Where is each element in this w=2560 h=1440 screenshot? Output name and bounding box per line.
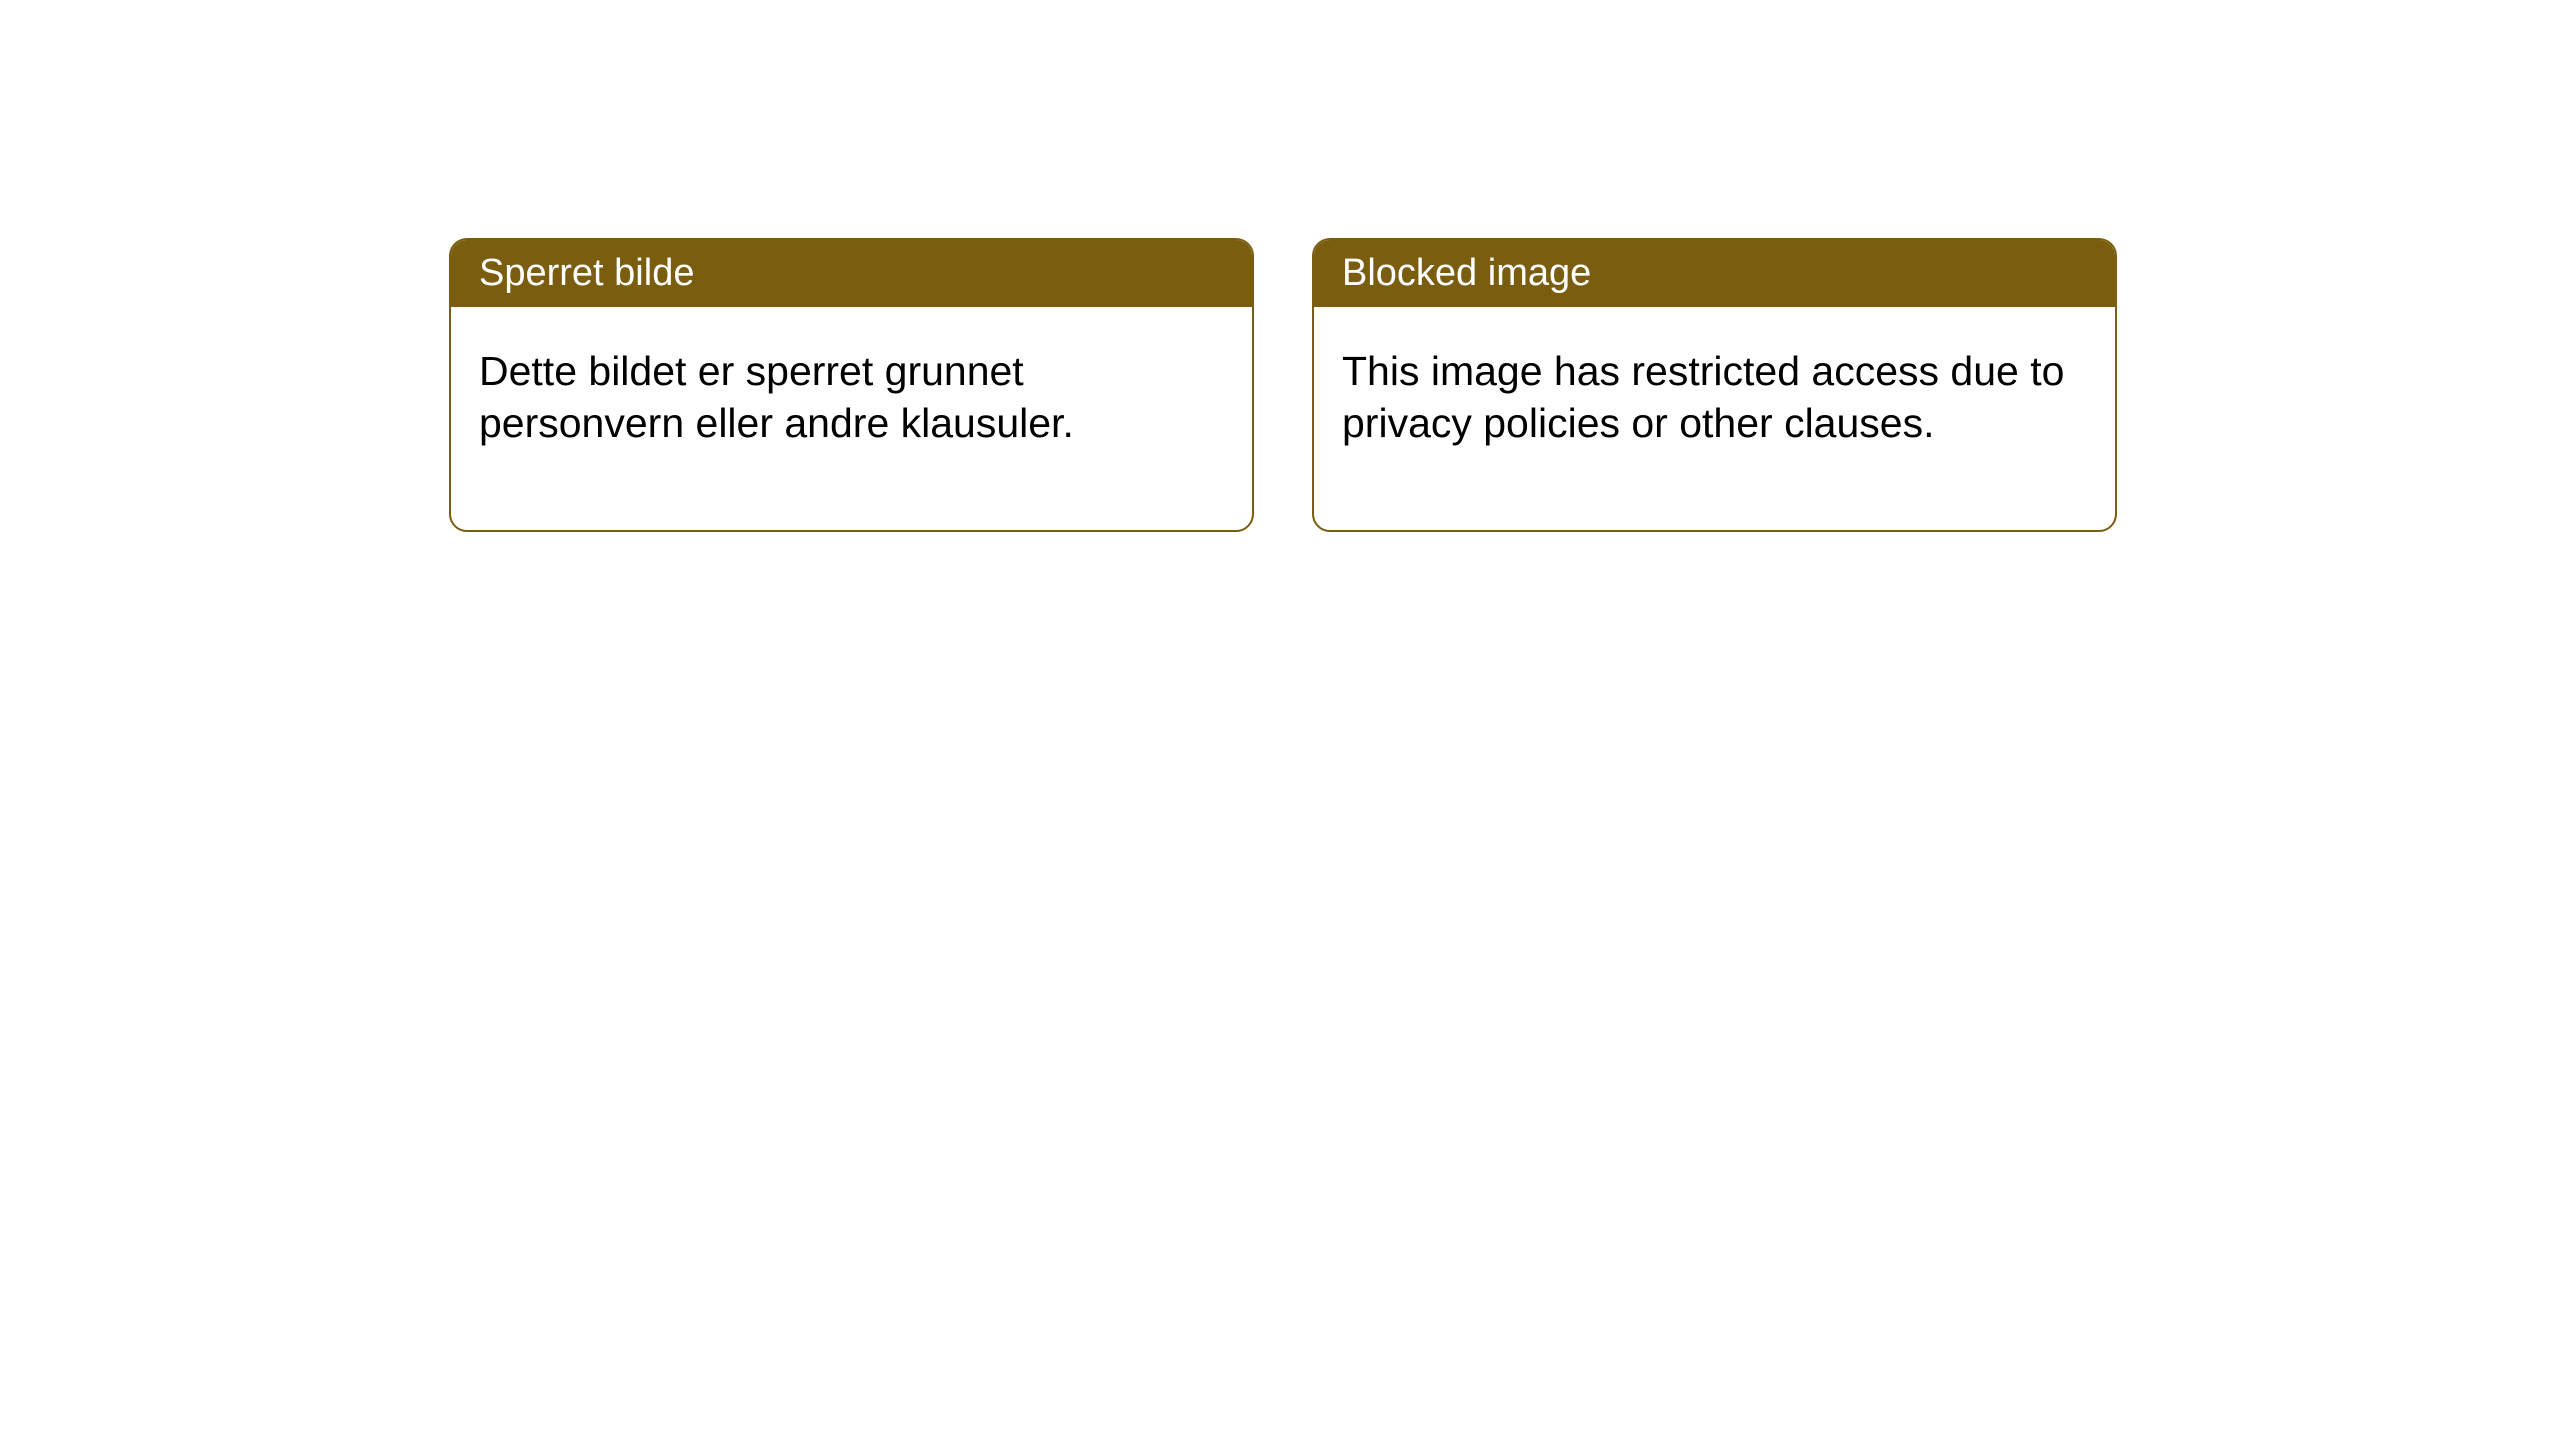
card-body-text: This image has restricted access due to … [1342, 348, 2064, 446]
card-header: Sperret bilde [451, 240, 1252, 307]
card-body-text: Dette bildet er sperret grunnet personve… [479, 348, 1074, 446]
card-body: Dette bildet er sperret grunnet personve… [451, 307, 1252, 530]
notice-container: Sperret bilde Dette bildet er sperret gr… [449, 238, 2117, 532]
card-title: Blocked image [1342, 252, 1591, 294]
notice-card-norwegian: Sperret bilde Dette bildet er sperret gr… [449, 238, 1254, 532]
card-body: This image has restricted access due to … [1314, 307, 2115, 530]
notice-card-english: Blocked image This image has restricted … [1312, 238, 2117, 532]
card-header: Blocked image [1314, 240, 2115, 307]
card-title: Sperret bilde [479, 252, 694, 294]
